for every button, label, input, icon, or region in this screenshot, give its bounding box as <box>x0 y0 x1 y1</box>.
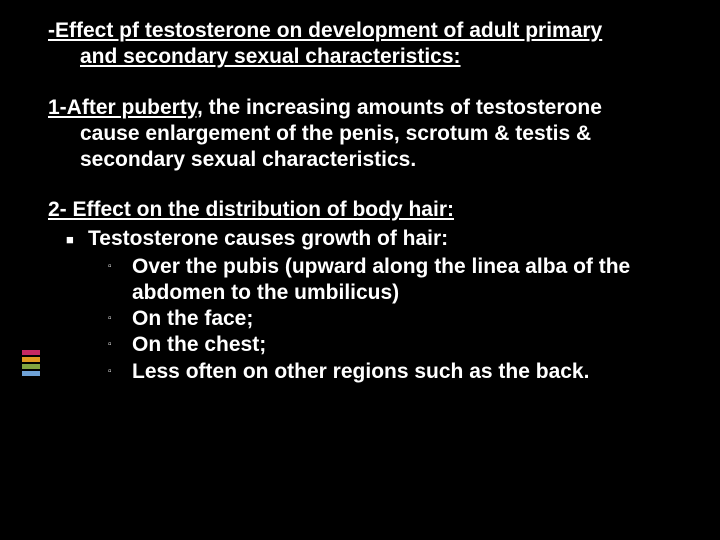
bullet-1-text: Testosterone causes growth of hair: <box>88 226 448 254</box>
bullet-level2: ▫ On the face; <box>48 306 670 332</box>
accent-bar-1 <box>22 350 40 355</box>
title-line1: -Effect pf testosterone on development o… <box>48 19 602 42</box>
section-1-heading: 1-After puberty, the increasing amounts … <box>48 95 670 121</box>
hollow-square-icon: ▫ <box>108 254 132 307</box>
bullet-2a-l2: abdomen to the umbilicus) <box>132 281 399 304</box>
bullet-level2: ▫ Less often on other regions such as th… <box>48 359 670 385</box>
bullet-level1: ■ Testosterone causes growth of hair: <box>48 226 670 254</box>
accent-bar-2 <box>22 357 40 362</box>
accent-bars <box>22 350 40 376</box>
section-1-cont2: secondary sexual characteristics. <box>48 147 670 173</box>
hollow-square-icon: ▫ <box>108 332 132 358</box>
bullet-2a-l1: Over the pubis (upward along the linea a… <box>132 255 630 278</box>
hollow-square-icon: ▫ <box>108 359 132 385</box>
section-2: 2- Effect on the distribution of body ha… <box>40 197 670 385</box>
section-1-cont1: cause enlargement of the penis, scrotum … <box>48 121 670 147</box>
square-bullet-icon: ■ <box>66 226 88 254</box>
accent-bar-4 <box>22 371 40 376</box>
section-1-lead: 1-After puberty, <box>48 96 203 119</box>
accent-bar-3 <box>22 364 40 369</box>
slide: -Effect pf testosterone on development o… <box>0 0 720 540</box>
bullet-2b-text: On the face; <box>132 306 253 332</box>
section-1: 1-After puberty, the increasing amounts … <box>40 95 670 174</box>
slide-title: -Effect pf testosterone on development o… <box>40 18 670 71</box>
bullet-level2: ▫ On the chest; <box>48 332 670 358</box>
hollow-square-icon: ▫ <box>108 306 132 332</box>
section-1-rest: the increasing amounts of testosterone <box>203 96 602 119</box>
bullet-level2: ▫ Over the pubis (upward along the linea… <box>48 254 670 307</box>
title-line2: and secondary sexual characteristics: <box>48 44 670 70</box>
bullet-2d-text: Less often on other regions such as the … <box>132 359 589 385</box>
bullet-2a-text: Over the pubis (upward along the linea a… <box>132 254 630 307</box>
bullet-2c-text: On the chest; <box>132 332 266 358</box>
section-2-heading: 2- Effect on the distribution of body ha… <box>48 197 670 223</box>
